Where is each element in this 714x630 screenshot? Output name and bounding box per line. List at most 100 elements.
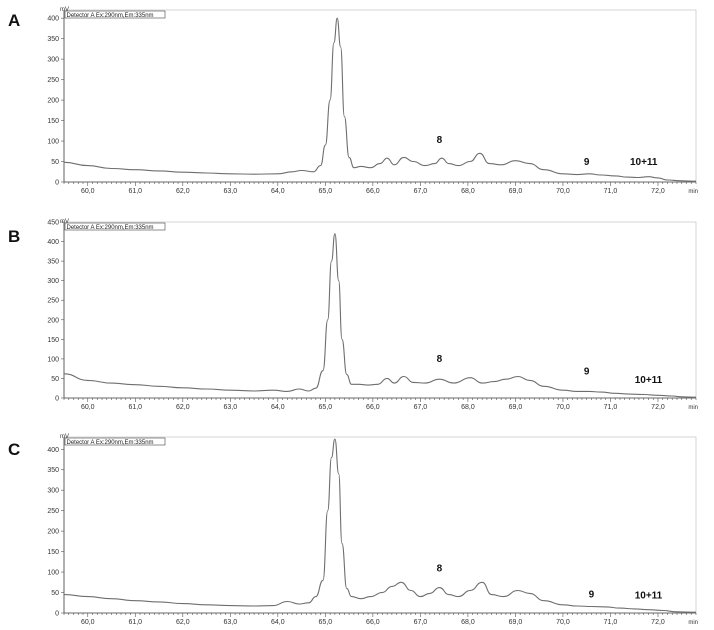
x-tick-label: 68,0 [461, 619, 475, 626]
x-tick-label: 63,0 [224, 404, 238, 411]
y-tick-label: 0 [55, 396, 59, 403]
y-tick-label: 150 [47, 549, 59, 556]
x-tick-label: 65,0 [319, 188, 333, 195]
x-tick-label: 64,0 [271, 619, 285, 626]
y-tick-label: 300 [47, 57, 59, 64]
peak-label: 8 [437, 563, 443, 574]
peak-label: 9 [584, 367, 590, 378]
detector-legend: Detector A Ex:290nm,Em:335nm [67, 440, 154, 446]
y-tick-label: 350 [47, 259, 59, 266]
x-tick-label: 60,0 [81, 619, 95, 626]
y-tick-label: 100 [47, 139, 59, 146]
y-tick-label: 200 [47, 98, 59, 105]
y-tick-label: 100 [47, 356, 59, 363]
y-tick-label: 250 [47, 508, 59, 515]
x-tick-label: 63,0 [224, 188, 238, 195]
peak-label: 10+11 [635, 590, 663, 601]
x-tick-label: 66,0 [366, 404, 380, 411]
plot-area [63, 436, 697, 614]
y-tick-label: 150 [47, 118, 59, 125]
y-tick-label: 350 [47, 467, 59, 474]
detector-legend-box [64, 10, 166, 19]
x-axis-unit: min [688, 620, 698, 626]
chromatogram-trace [63, 17, 697, 182]
panel-b: B 0 50 100 150 200 250 300 350 400 450 mV 60,0 61,0 6… [8, 219, 698, 411]
y-tick-label: 350 [47, 36, 59, 43]
y-tick-label: 300 [47, 488, 59, 495]
y-tick-label: 300 [47, 278, 59, 285]
y-tick-label: 0 [55, 180, 59, 187]
y-tick-label: 250 [47, 298, 59, 305]
detector-legend-box [64, 437, 166, 446]
detector-legend: Detector A Ex:290nm,Em:335nm [67, 13, 154, 19]
x-tick-label: 67,0 [414, 188, 428, 195]
x-tick-label: 61,0 [128, 619, 142, 626]
y-tick-label: 400 [47, 16, 59, 23]
panel-label: C [8, 440, 20, 459]
x-tick-label: 69,0 [509, 619, 523, 626]
x-tick-label: 72,0 [651, 188, 665, 195]
detector-legend-box [64, 222, 166, 231]
x-tick-label: 72,0 [651, 619, 665, 626]
peak-label: 8 [437, 354, 443, 365]
x-axis-unit: min [688, 405, 698, 411]
y-tick-label: 450 [47, 220, 59, 227]
x-tick-label: 61,0 [128, 188, 142, 195]
x-tick-label: 70,0 [556, 188, 570, 195]
x-tick-label: 61,0 [128, 404, 142, 411]
x-tick-label: 64,0 [271, 404, 285, 411]
peak-label: 10+11 [630, 157, 658, 168]
y-tick-label: 200 [47, 317, 59, 324]
x-tick-label: 62,0 [176, 619, 190, 626]
y-tick-label: 100 [47, 570, 59, 577]
x-tick-label: 62,0 [176, 404, 190, 411]
x-tick-label: 64,0 [271, 188, 285, 195]
y-axis-unit: mV [60, 7, 69, 13]
x-tick-label: 67,0 [414, 619, 428, 626]
x-tick-label: 71,0 [604, 404, 618, 411]
x-tick-label: 65,0 [319, 619, 333, 626]
x-tick-label: 60,0 [81, 404, 95, 411]
peak-label: 9 [584, 157, 590, 168]
chromatogram-trace [63, 233, 697, 398]
x-tick-label: 69,0 [509, 404, 523, 411]
y-tick-label: 50 [51, 376, 59, 383]
panel-c: C 0 50 100 150 200 250 300 350 400 mV 60,0 61,0 62,0… [8, 434, 698, 626]
x-tick-label: 66,0 [366, 619, 380, 626]
y-tick-label: 150 [47, 337, 59, 344]
x-tick-label: 62,0 [176, 188, 190, 195]
x-axis-unit: min [688, 189, 698, 195]
y-tick-label: 50 [51, 159, 59, 166]
panel-label: A [8, 11, 20, 30]
detector-legend: Detector A Ex:290nm,Em:335nm [67, 225, 154, 231]
y-tick-label: 50 [51, 590, 59, 597]
y-tick-label: 400 [47, 447, 59, 454]
peak-label: 8 [437, 135, 443, 146]
plot-area [63, 221, 697, 399]
y-axis-unit: mV [60, 434, 69, 440]
x-tick-label: 69,0 [509, 188, 523, 195]
x-tick-label: 71,0 [604, 619, 618, 626]
x-tick-label: 63,0 [224, 619, 238, 626]
x-tick-label: 67,0 [414, 404, 428, 411]
x-tick-label: 70,0 [556, 619, 570, 626]
y-tick-label: 200 [47, 529, 59, 536]
x-tick-label: 70,0 [556, 404, 570, 411]
y-axis-unit: mV [60, 219, 69, 225]
y-tick-label: 250 [47, 77, 59, 84]
x-tick-label: 68,0 [461, 404, 475, 411]
x-tick-label: 66,0 [366, 188, 380, 195]
x-tick-label: 60,0 [81, 188, 95, 195]
plot-area [63, 9, 697, 183]
peak-label: 9 [589, 589, 595, 600]
y-tick-label: 400 [47, 239, 59, 246]
y-tick-label: 0 [55, 611, 59, 618]
x-tick-label: 71,0 [604, 188, 618, 195]
peak-label: 10+11 [635, 375, 663, 386]
x-tick-label: 68,0 [461, 188, 475, 195]
chromatogram-trace [63, 438, 697, 613]
x-tick-label: 65,0 [319, 404, 333, 411]
x-tick-label: 72,0 [651, 404, 665, 411]
